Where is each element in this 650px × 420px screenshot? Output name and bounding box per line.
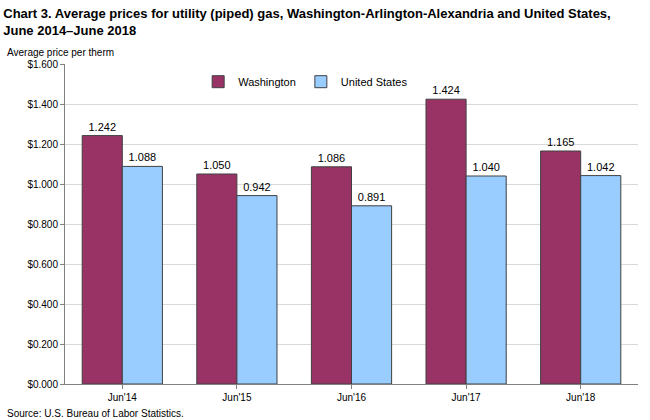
svg-text:$1.200: $1.200	[27, 139, 58, 150]
svg-text:$1.600: $1.600	[27, 59, 58, 70]
svg-text:$0.000: $0.000	[27, 379, 58, 390]
svg-text:Jun'18: Jun'18	[566, 392, 596, 403]
svg-text:1.086: 1.086	[318, 152, 346, 164]
svg-text:1.088: 1.088	[129, 151, 157, 163]
svg-text:1.040: 1.040	[472, 161, 500, 173]
svg-text:$0.200: $0.200	[27, 339, 58, 350]
svg-text:$0.400: $0.400	[27, 299, 58, 310]
svg-text:0.891: 0.891	[358, 191, 386, 203]
svg-text:$1.400: $1.400	[27, 99, 58, 110]
svg-text:United States: United States	[341, 76, 408, 88]
svg-text:1.042: 1.042	[587, 161, 615, 173]
svg-text:Jun'16: Jun'16	[337, 392, 367, 403]
svg-text:1.424: 1.424	[432, 84, 460, 96]
svg-text:Jun'14: Jun'14	[108, 392, 138, 403]
svg-text:1.242: 1.242	[88, 121, 116, 133]
svg-text:Washington: Washington	[238, 76, 296, 88]
svg-text:1.050: 1.050	[203, 159, 231, 171]
svg-text:$1.000: $1.000	[27, 179, 58, 190]
svg-text:Source: U.S. Bureau of Labor S: Source: U.S. Bureau of Labor Statistics.	[7, 408, 184, 419]
svg-text:Chart 3. Average prices for ut: Chart 3. Average prices for utility (pip…	[3, 6, 610, 38]
svg-text:Average price per therm: Average price per therm	[7, 47, 114, 58]
svg-text:$0.600: $0.600	[27, 259, 58, 270]
svg-text:0.942: 0.942	[243, 181, 271, 193]
svg-text:Jun'17: Jun'17	[452, 392, 482, 403]
svg-text:1.165: 1.165	[547, 136, 575, 148]
svg-text:Jun'15: Jun'15	[222, 392, 252, 403]
svg-text:$0.800: $0.800	[27, 219, 58, 230]
